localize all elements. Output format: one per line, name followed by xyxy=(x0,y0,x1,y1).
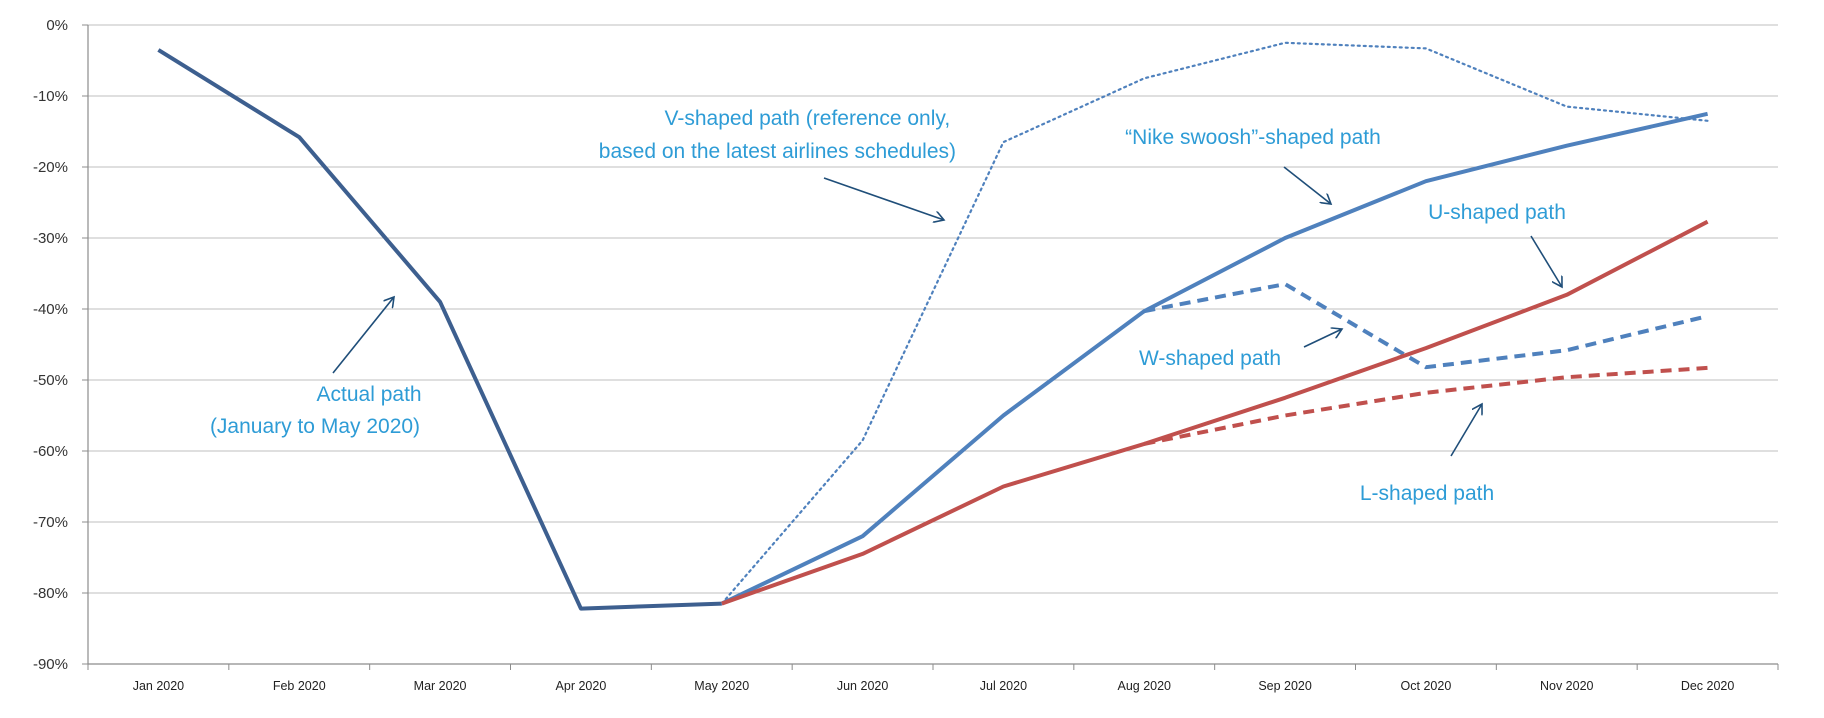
y-tick-label: -80% xyxy=(33,585,68,602)
annotation-nike-path: “Nike swoosh”-shaped path xyxy=(1125,126,1381,149)
annotation-w-line: W-shaped path xyxy=(1139,347,1281,370)
series-line-1 xyxy=(720,41,1709,605)
annotation-v-arrow xyxy=(823,177,944,220)
x-tick-label: Apr 2020 xyxy=(556,679,607,693)
x-tick-label: Nov 2020 xyxy=(1540,679,1594,693)
annotation-l-arrow xyxy=(1450,404,1482,457)
x-tick-label: Feb 2020 xyxy=(273,679,326,693)
annotation-w-path: W-shaped path xyxy=(1139,347,1281,370)
series-line-2 xyxy=(720,111,1709,606)
annotation-w-arrow xyxy=(1303,329,1342,348)
annotation-actual-arrow xyxy=(332,297,394,374)
y-tick-label: -70% xyxy=(33,514,68,531)
y-tick-label: -50% xyxy=(33,372,68,389)
y-tick-label: -40% xyxy=(33,301,68,318)
y-tick-label: -10% xyxy=(33,88,68,105)
y-tick-label: -30% xyxy=(33,230,68,247)
axes xyxy=(82,24,1779,670)
y-tick-label: -60% xyxy=(33,443,68,460)
x-tick-label: May 2020 xyxy=(694,679,749,693)
annotation-nike-line: “Nike swoosh”-shaped path xyxy=(1125,126,1381,149)
annotation-u-arrow xyxy=(1530,235,1562,287)
annotation-l-path: L-shaped path xyxy=(1360,482,1494,505)
x-tick-label: Jun 2020 xyxy=(837,679,888,693)
annotation-l-line: L-shaped path xyxy=(1360,482,1494,505)
x-tick-label: Aug 2020 xyxy=(1117,679,1171,693)
x-tick-label: Oct 2020 xyxy=(1401,679,1452,693)
annotation-v-line-1: V-shaped path (reference only, xyxy=(665,107,951,130)
y-tick-label: -20% xyxy=(33,159,68,176)
series-lines xyxy=(157,41,1709,611)
annotations: Actual path (January to May 2020) V-shap… xyxy=(210,107,1566,505)
x-tick-label: Jan 2020 xyxy=(133,679,184,693)
series-line-0 xyxy=(157,48,722,611)
annotation-actual-line-2: (January to May 2020) xyxy=(210,415,420,438)
x-tick-label: Jul 2020 xyxy=(980,679,1027,693)
gridlines xyxy=(88,24,1778,594)
x-axis-ticks: Jan 2020 Feb 2020 Mar 2020 Apr 2020 May 2020… xyxy=(133,679,1735,693)
annotation-v-shaped-path: V-shaped path (reference only, based on … xyxy=(599,107,956,163)
annotation-nike-arrow xyxy=(1283,166,1331,204)
y-tick-label: -90% xyxy=(33,656,68,673)
x-tick-label: Dec 2020 xyxy=(1681,679,1735,693)
series-line-5 xyxy=(1143,365,1708,446)
series-line-4 xyxy=(721,219,1709,606)
annotation-u-path: U-shaped path xyxy=(1428,201,1566,224)
x-tick-label: Sep 2020 xyxy=(1258,679,1312,693)
annotation-actual-line-1: Actual path xyxy=(317,383,422,406)
annotation-actual-path: Actual path (January to May 2020) xyxy=(210,383,428,438)
y-axis-ticks: 0% -10% -20% -30% -40% -50% -60% -70% -80% -90% xyxy=(33,17,68,673)
series-line-3 xyxy=(1143,282,1709,370)
annotation-u-line: U-shaped path xyxy=(1428,201,1566,224)
x-tick-label: Mar 2020 xyxy=(414,679,467,693)
annotation-v-line-2: based on the latest airlines schedules) xyxy=(599,140,956,163)
y-tick-label: 0% xyxy=(46,17,68,34)
